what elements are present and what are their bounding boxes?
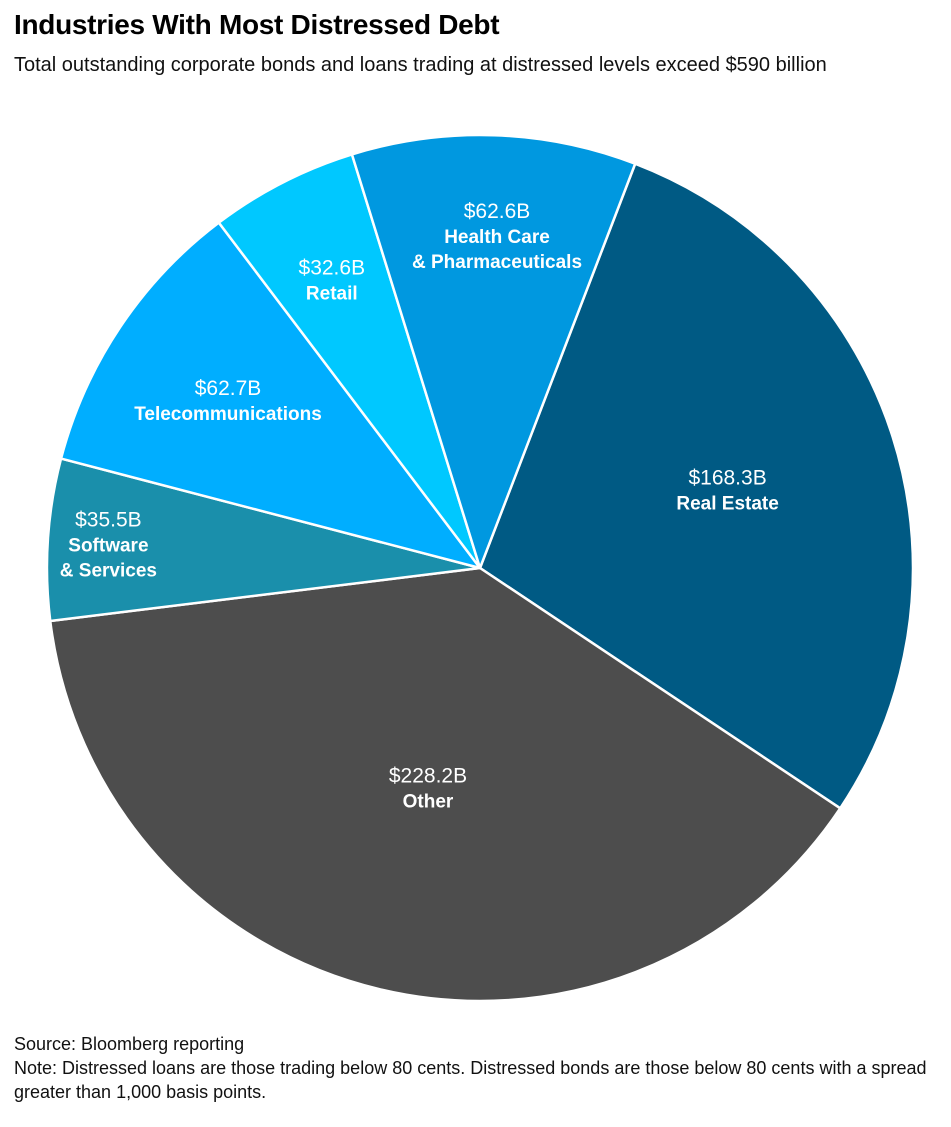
source-note: Source: Bloomberg reporting bbox=[14, 1034, 245, 1054]
slice-value-telecommunications: $62.7B bbox=[195, 377, 262, 400]
pie-slice-real-estate bbox=[478, 162, 915, 810]
slice-value-real-estate: $168.3B bbox=[688, 467, 766, 490]
slice-name-real-estate: Real Estate bbox=[676, 494, 778, 515]
pie-slice-health-care-and-pharmaceuticals bbox=[350, 133, 637, 570]
slice-name-other: Other bbox=[403, 792, 454, 813]
pie-labels: $168.3B Real Estate $228.2B Other $35.5B Soft… bbox=[60, 200, 779, 813]
slice-value-other: $228.2B bbox=[389, 765, 467, 788]
chart-subtitle: Total outstanding corporate bonds and lo… bbox=[14, 54, 827, 76]
pie-slice-other bbox=[49, 566, 842, 1003]
chart-title: Industries With Most Distressed Debt bbox=[14, 9, 500, 40]
pie-slice-telecommunications bbox=[59, 221, 482, 570]
slice-name-health-care-and-pharmaceuticals-line-2: & Pharmaceuticals bbox=[412, 252, 582, 273]
pie-slice-retail bbox=[217, 153, 482, 570]
slice-name-retail: Retail bbox=[306, 284, 358, 305]
slice-value-health-care-and-pharmaceuticals: $62.6B bbox=[464, 200, 531, 223]
slice-name-software-and-services-line-2: & Services bbox=[60, 560, 157, 581]
slice-value-retail: $32.6B bbox=[299, 257, 366, 280]
slice-name-software-and-services-line-1: Software bbox=[68, 535, 148, 556]
pie-slices bbox=[45, 133, 915, 1003]
methodology-note: Note: Distressed loans are those trading… bbox=[14, 1058, 927, 1102]
chart-footer: Source: Bloomberg reporting Note: Distre… bbox=[14, 1032, 944, 1104]
pie-slice-software-and-services bbox=[45, 457, 482, 623]
slice-name-health-care-and-pharmaceuticals-line-1: Health Care bbox=[444, 227, 550, 248]
slice-name-telecommunications: Telecommunications bbox=[134, 404, 322, 425]
slice-value-software-and-services: $35.5B bbox=[75, 508, 142, 531]
